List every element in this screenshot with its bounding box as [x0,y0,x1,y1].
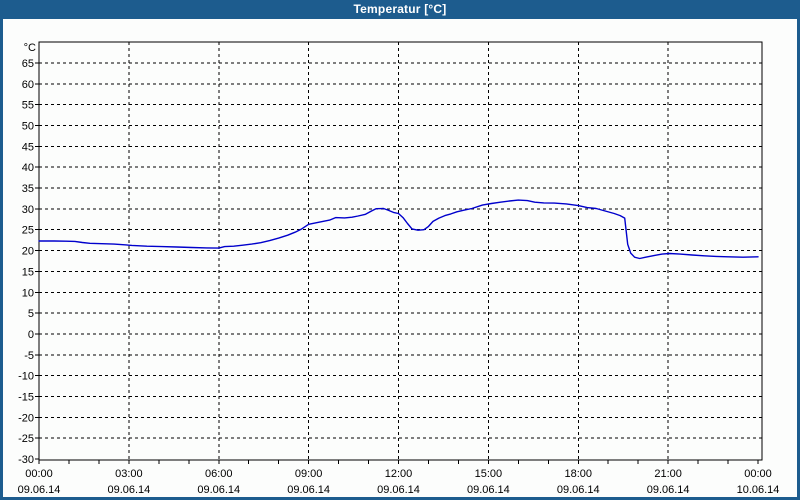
y-axis-tick-label: -20 [18,412,34,424]
x-axis-time-label: 00:00 [25,468,53,480]
y-axis-tick-label: -5 [24,350,34,362]
y-axis-tick-label: 30 [22,204,34,216]
y-axis-tick-label: -25 [18,433,34,445]
y-axis-tick-label: 55 [22,100,34,112]
series [38,199,759,260]
y-axis-tick-label: 25 [22,225,34,237]
temperature-chart: 65605550454035302520151050-5-10-15-20-25… [18,41,780,496]
x-axis-date-label: 09.06.14 [197,484,240,496]
y-axis-tick-label: 50 [22,121,34,133]
y-axis-unit-label: °C [24,42,36,54]
x-axis-date-label: 09.06.14 [647,484,690,496]
y-axis-tick-label: 40 [22,162,34,174]
y-axis-tick-label: 35 [22,183,34,195]
x-axis-time-label: 18:00 [564,468,592,480]
x-axis-date-label: 09.06.14 [377,484,420,496]
x-axis-date-label: 09.06.14 [287,484,330,496]
y-axis-tick-label: 15 [22,266,34,278]
y-axis-tick-label: 60 [22,79,34,91]
temperature-series-line [38,199,759,260]
y-axis-tick-label: 45 [22,141,34,153]
x-axis-time-label: 03:00 [115,468,143,480]
y-axis-tick-label: -10 [18,371,34,383]
grid [39,42,762,460]
x-axis-date-label: 09.06.14 [557,484,600,496]
x-axis-date-label: 09.06.14 [467,484,510,496]
y-axis-tick-label: 5 [28,308,34,320]
x-axis-time-label: 15:00 [475,468,503,480]
y-axis-tick-label: -15 [18,391,34,403]
x-axis-time-label: 09:00 [295,468,323,480]
x-axis-date-label: 10.06.14 [737,484,780,496]
y-axis-tick-label: 10 [22,287,34,299]
chart-content-area: 65 60 55 50 45 40 35 30 25 20 15 10 5 0 -5 -10 -15 -20 -25… [3,19,797,497]
x-axis-date-label: 09.06.14 [107,484,150,496]
axes [35,41,763,464]
y-axis-tick-label: 20 [22,246,34,258]
x-axis-date-label: 09.06.14 [18,484,61,496]
x-axis-time-label: 06:00 [205,468,233,480]
y-axis-tick-label: -30 [18,454,34,466]
x-axis-time-label: 12:00 [385,468,413,480]
y-axis-tick-label: 65 [22,58,34,70]
x-axis-time-label: 21:00 [654,468,682,480]
y-axis-tick-label: 0 [28,329,34,341]
window-title-bar[interactable]: Temperatur [°C] [0,0,800,19]
axis-labels: 65605550454035302520151050-5-10-15-20-25… [18,42,780,496]
x-axis-time-label: 00:00 [744,468,772,480]
window-title: Temperatur [°C] [353,2,447,16]
